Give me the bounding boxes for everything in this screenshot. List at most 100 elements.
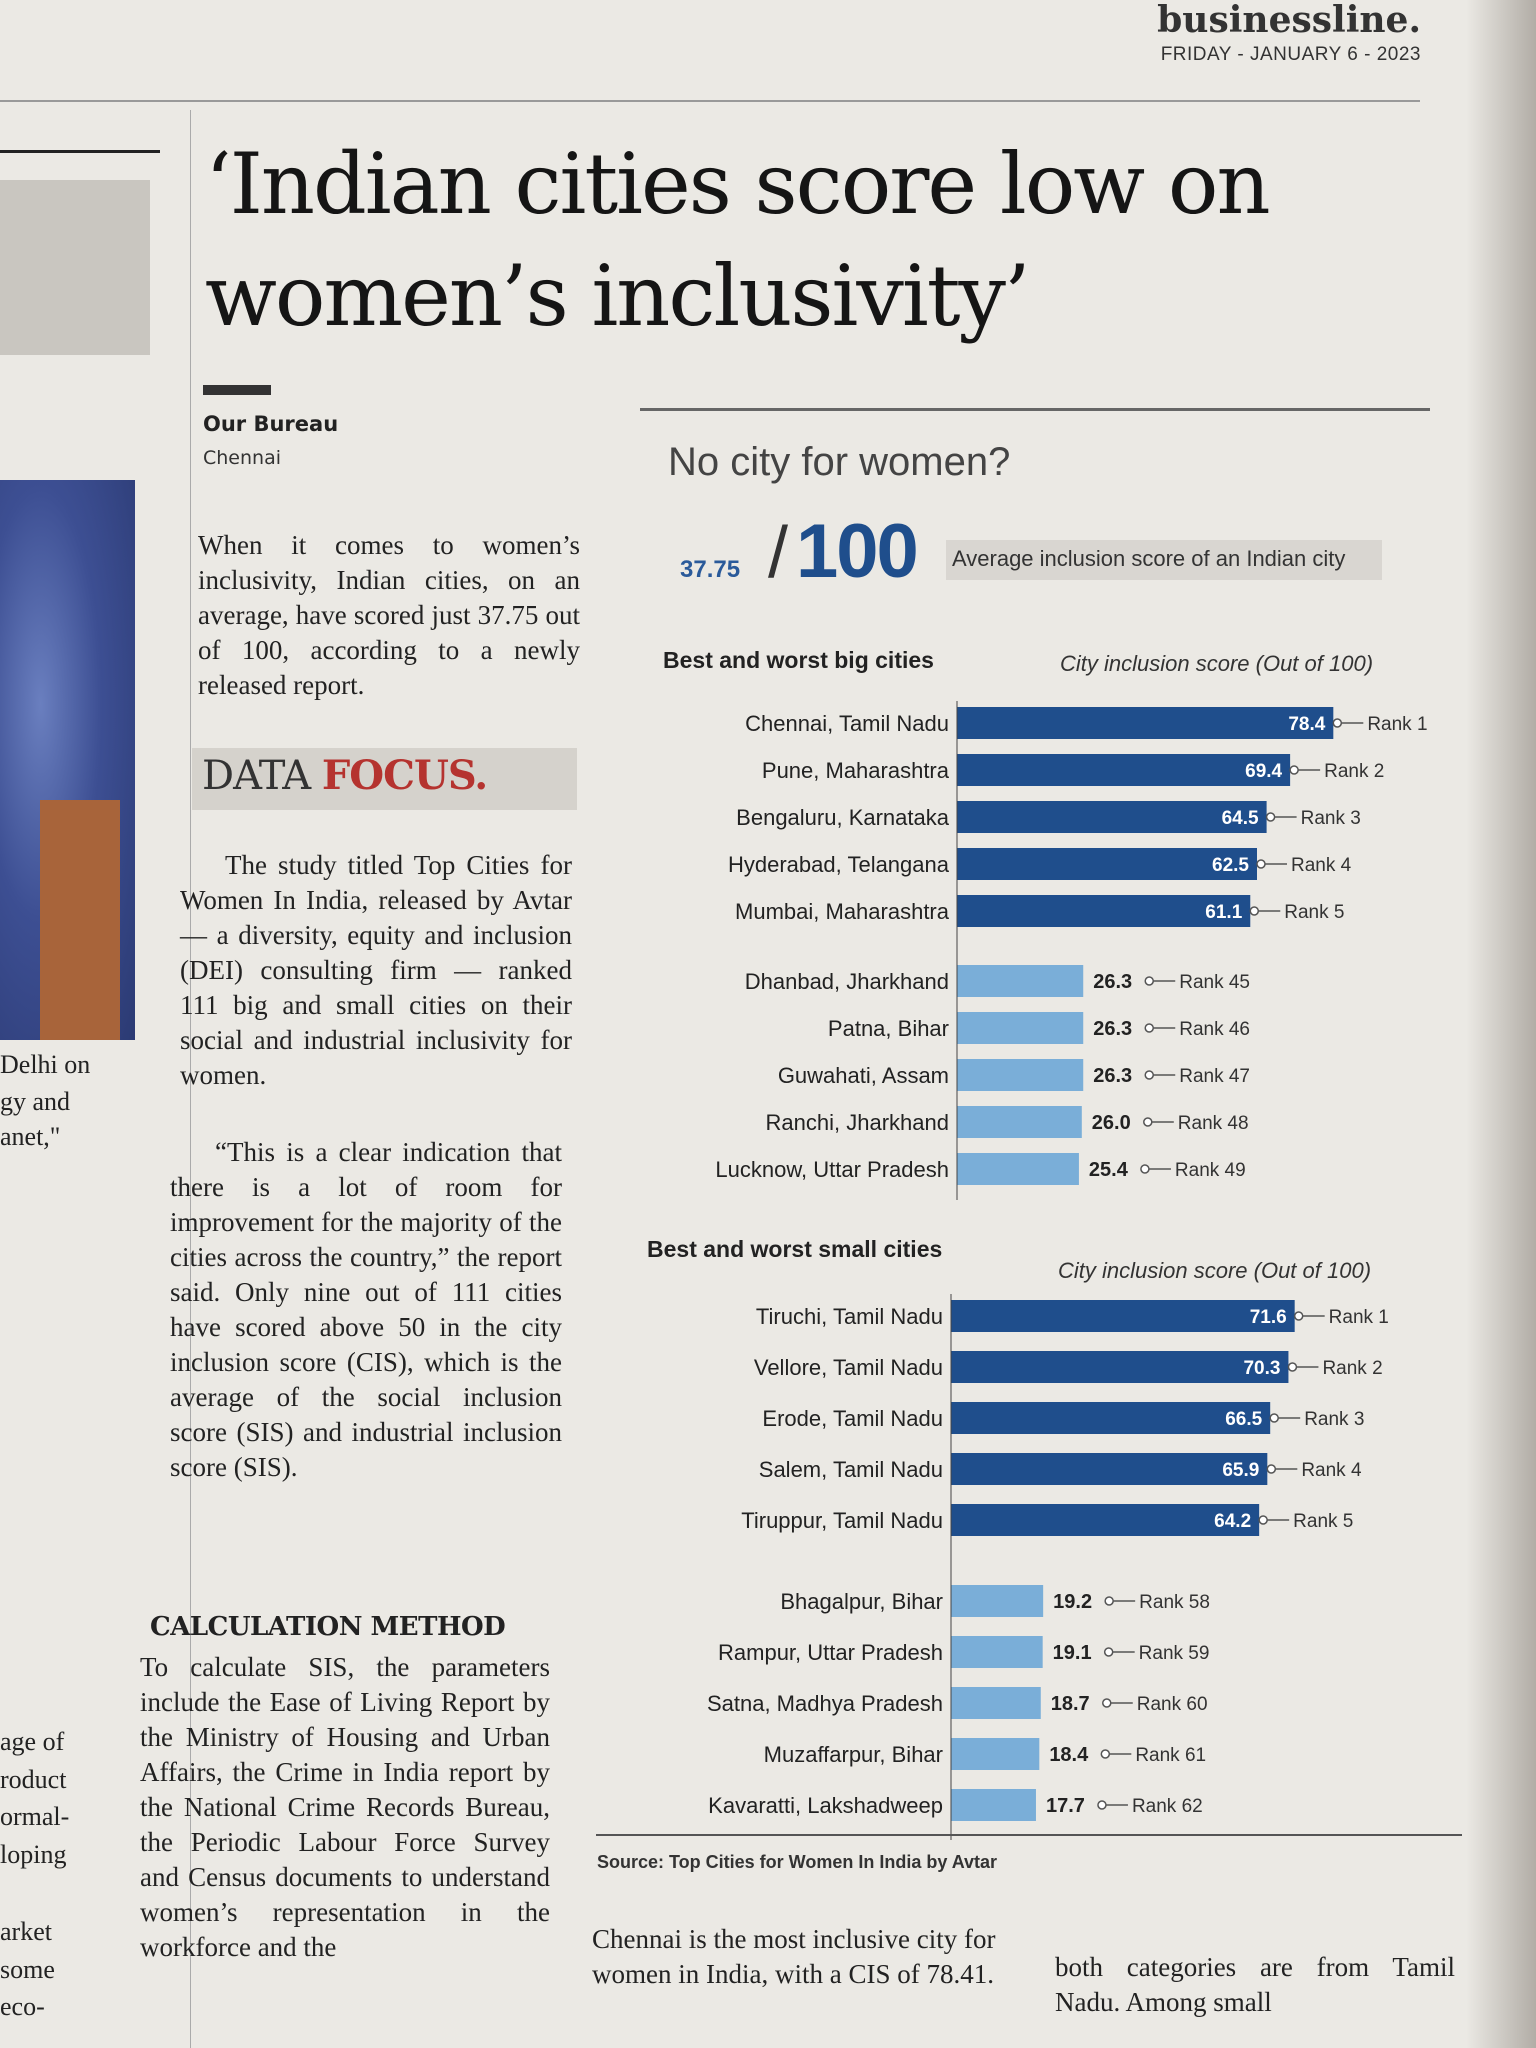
score-bar bbox=[957, 754, 1291, 786]
chart-top-rule bbox=[640, 408, 1430, 411]
byline-place: Chennai bbox=[203, 447, 282, 469]
score-bar bbox=[951, 1636, 1043, 1668]
data-focus-word-accent: FOCUS. bbox=[321, 752, 488, 799]
score-value: 78.4 bbox=[1288, 714, 1325, 735]
score-value: 64.2 bbox=[1214, 1511, 1251, 1532]
rank-marker bbox=[1256, 859, 1266, 869]
city-label: Erode, Tamil Nadu bbox=[762, 1406, 943, 1431]
rank-marker bbox=[1287, 1362, 1298, 1372]
city-label: Chennai, Tamil Nadu bbox=[745, 711, 949, 736]
city-label: Tiruchi, Tamil Nadu bbox=[756, 1304, 943, 1329]
adjacent-article-photo bbox=[0, 180, 150, 1040]
rank-marker bbox=[1269, 1413, 1279, 1423]
rank-marker bbox=[1332, 718, 1343, 728]
chart-bottom-rule bbox=[596, 1834, 1462, 1836]
adjacent-text-fragment: arket bbox=[0, 1917, 52, 1946]
score-bar bbox=[951, 1402, 1271, 1434]
rank-marker bbox=[1100, 1749, 1111, 1759]
city-label: Rampur, Uttar Pradesh bbox=[718, 1640, 943, 1665]
city-label: Dhanbad, Jharkhand bbox=[745, 969, 949, 994]
big-cities-title: Best and worst big cities bbox=[663, 647, 934, 673]
rank-marker bbox=[1144, 1023, 1154, 1033]
rank-marker bbox=[1144, 976, 1154, 986]
adjacent-text-fragment: ormal- bbox=[0, 1802, 70, 1831]
adjacent-text-fragment: Delhi on bbox=[0, 1050, 91, 1079]
score-value: 19.1 bbox=[1053, 1642, 1092, 1664]
small-cities-axis-title: City inclusion score (Out of 100) bbox=[1058, 1258, 1372, 1283]
study-paragraph: The study titled Top Cities for Women In… bbox=[180, 850, 572, 1090]
rank-marker bbox=[1104, 1596, 1114, 1606]
rank-label: Rank 62 bbox=[1132, 1796, 1203, 1817]
rank-marker bbox=[1144, 1070, 1154, 1080]
score-value: 66.5 bbox=[1225, 1409, 1262, 1430]
page-fold-shadow bbox=[1466, 0, 1536, 2048]
score-value: 70.3 bbox=[1243, 1358, 1280, 1379]
score-value: 18.4 bbox=[1049, 1744, 1089, 1766]
calculation-paragraph: To calculate SIS, the parameters include… bbox=[140, 1652, 550, 1962]
score-bar bbox=[951, 1300, 1295, 1332]
adjacent-text-fragment: gy and bbox=[0, 1087, 71, 1116]
rank-marker bbox=[1102, 1698, 1112, 1708]
city-label: Vellore, Tamil Nadu bbox=[754, 1355, 943, 1380]
city-label: Lucknow, Uttar Pradesh bbox=[715, 1157, 949, 1182]
score-value: 26.0 bbox=[1092, 1112, 1131, 1134]
rank-marker bbox=[1258, 1515, 1268, 1525]
rank-label: Rank 5 bbox=[1293, 1511, 1353, 1532]
rank-label: Rank 1 bbox=[1329, 1307, 1389, 1328]
rank-marker bbox=[1097, 1800, 1107, 1810]
adjacent-text-fragment: anet," bbox=[0, 1122, 61, 1151]
byline-bar bbox=[203, 385, 271, 395]
average-total: 100 bbox=[796, 509, 919, 594]
score-bar bbox=[951, 1585, 1044, 1617]
score-bar bbox=[957, 1106, 1082, 1138]
data-focus-label: DATA FOCUS. bbox=[202, 752, 488, 799]
rank-label: Rank 1 bbox=[1367, 714, 1427, 735]
chart-title: No city for women? bbox=[668, 440, 1011, 484]
rank-label: Rank 4 bbox=[1301, 1460, 1362, 1481]
city-label: Satna, Madhya Pradesh bbox=[707, 1691, 943, 1716]
score-value: 71.6 bbox=[1250, 1307, 1287, 1328]
rank-label: Rank 5 bbox=[1284, 902, 1344, 923]
score-value: 69.4 bbox=[1245, 761, 1282, 782]
issue-date: FRIDAY - JANUARY 6 - 2023 bbox=[1160, 44, 1421, 65]
score-bar bbox=[957, 1059, 1084, 1091]
rank-marker bbox=[1140, 1164, 1150, 1174]
lower-paragraph-left: Chennai is the most inclusive city for w… bbox=[592, 1924, 996, 1989]
score-bar bbox=[957, 1153, 1079, 1185]
adjacent-text-fragment: some bbox=[0, 1955, 55, 1984]
adjacent-text-fragment: age of bbox=[0, 1727, 65, 1756]
score-value: 19.2 bbox=[1053, 1591, 1092, 1613]
brand-name: businessline. bbox=[1157, 0, 1421, 41]
score-value: 64.5 bbox=[1222, 808, 1259, 829]
score-bar bbox=[951, 1351, 1289, 1383]
data-focus-word: DATA bbox=[202, 753, 322, 799]
intro-paragraph: When it comes to women’s inclusivity, In… bbox=[198, 530, 580, 700]
masthead-rule bbox=[0, 100, 1420, 102]
rank-label: Rank 2 bbox=[1322, 1358, 1382, 1379]
rank-label: Rank 58 bbox=[1139, 1592, 1210, 1613]
rank-label: Rank 2 bbox=[1324, 761, 1384, 782]
score-bar bbox=[957, 1012, 1084, 1044]
city-label: Mumbai, Maharashtra bbox=[735, 899, 950, 924]
rank-marker bbox=[1249, 906, 1260, 916]
rank-label: Rank 49 bbox=[1175, 1160, 1246, 1181]
adjacent-text-fragment: roduct bbox=[0, 1765, 67, 1794]
calculation-heading: CALCULATION METHOD bbox=[150, 1612, 506, 1642]
score-value: 25.4 bbox=[1089, 1159, 1129, 1181]
score-bar bbox=[951, 1504, 1260, 1536]
score-bar bbox=[951, 1687, 1041, 1719]
photo-chair bbox=[40, 800, 120, 1040]
byline-name: Our Bureau bbox=[203, 412, 339, 436]
rank-label: Rank 48 bbox=[1178, 1113, 1249, 1134]
rank-marker bbox=[1265, 812, 1276, 822]
rank-label: Rank 61 bbox=[1135, 1745, 1206, 1766]
rank-label: Rank 47 bbox=[1179, 1066, 1250, 1087]
chart-source: Source: Top Cities for Women In India by… bbox=[597, 1852, 998, 1872]
city-label: Ranchi, Jharkhand bbox=[766, 1110, 949, 1135]
small-cities-title: Best and worst small cities bbox=[647, 1236, 943, 1262]
average-label-box bbox=[946, 540, 1382, 580]
score-value: 17.7 bbox=[1046, 1795, 1085, 1817]
score-value: 26.3 bbox=[1093, 1018, 1132, 1040]
rank-label: Rank 3 bbox=[1301, 808, 1361, 829]
